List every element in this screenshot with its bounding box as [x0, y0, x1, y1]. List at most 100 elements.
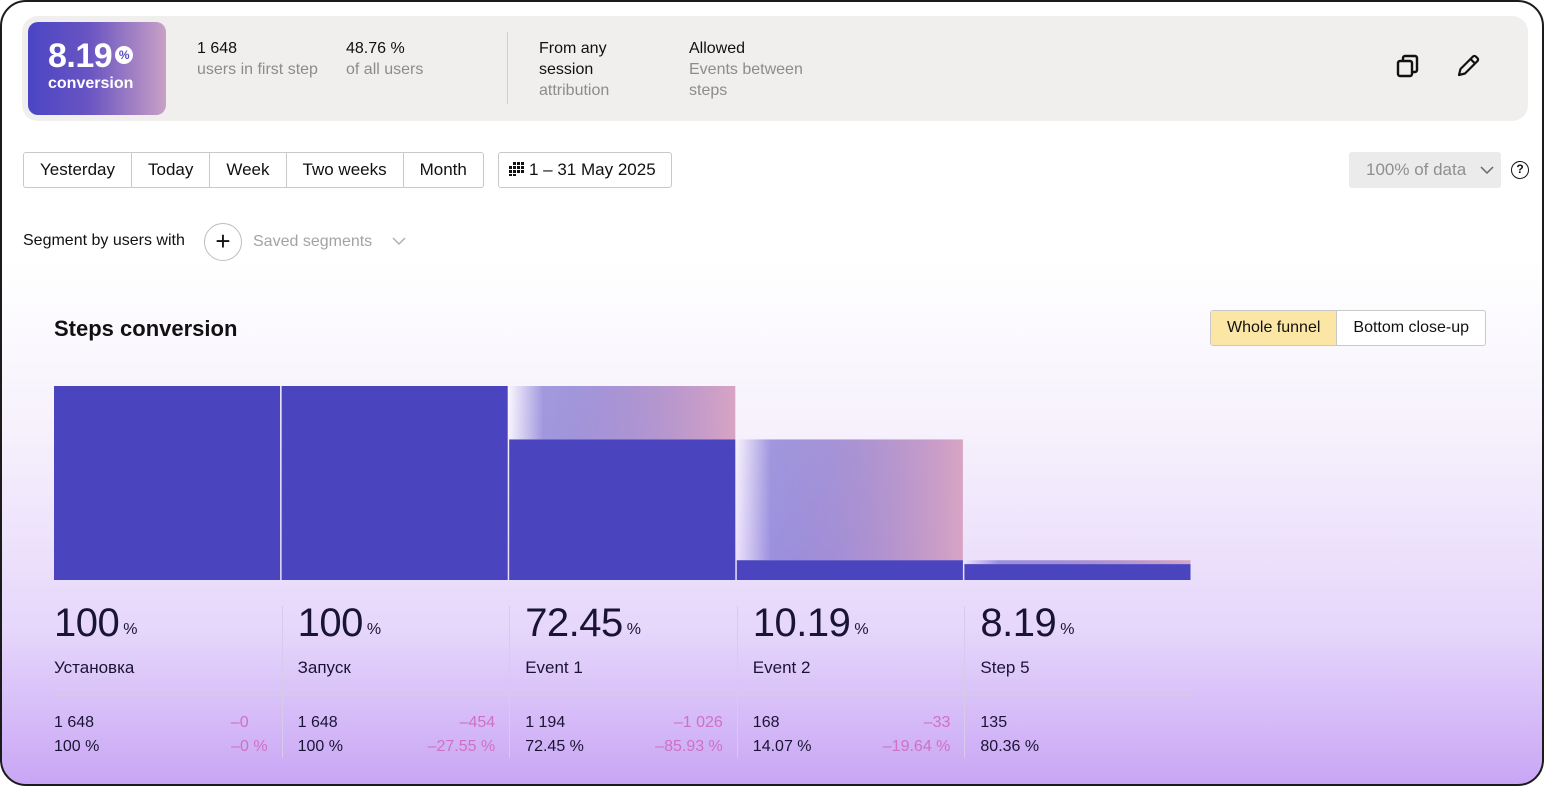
step-column: 100% Установка 1 648 100 % –0 –0 %: [54, 600, 282, 760]
sampling-dropdown[interactable]: 100% of data: [1349, 152, 1501, 188]
step-column: 100% Запуск 1 648 100 % –454 –27.55 %: [281, 600, 510, 760]
step-name: Event 1: [525, 658, 583, 677]
events-between-label: Events between steps: [689, 61, 803, 99]
step-percent: 72.45%: [525, 600, 641, 653]
step-percent-unit: %: [123, 621, 137, 638]
period-week-button[interactable]: Week: [210, 153, 287, 187]
step-percent-value: 100: [297, 601, 364, 645]
step-dropoff: –33: [923, 714, 951, 731]
step-users: 168: [752, 714, 780, 731]
step-percent-unit: %: [854, 621, 869, 638]
step-percent-value: 72.45: [525, 601, 623, 645]
step-name: Запуск: [297, 658, 351, 677]
events-between-value: Allowed: [689, 40, 746, 57]
attribution-label: attribution: [539, 82, 610, 99]
attribution-value: From any session: [539, 40, 607, 78]
share-of-users-label: of all users: [346, 61, 424, 78]
step-separator: [509, 606, 511, 758]
step-dropoff-percent: –0 %: [231, 738, 268, 755]
percent-icon: %: [115, 46, 134, 64]
users-first-step-stat: 1 648 users in first step: [197, 38, 318, 80]
conversion-badge: 8.19% conversion: [28, 22, 166, 115]
step-users: 135: [980, 714, 1008, 731]
copy-icon[interactable]: [1394, 52, 1422, 80]
period-yesterday-button[interactable]: Yesterday: [24, 153, 132, 187]
attribution-stat: From any session attribution: [539, 38, 639, 101]
dropoff-area: [509, 386, 736, 440]
funnel-view-toggle: Whole funnel Bottom close-up: [1210, 310, 1486, 346]
step-column: 8.19% Step 5 135 80.36 %: [964, 600, 1192, 760]
period-today-button[interactable]: Today: [132, 153, 211, 187]
conversion-label: conversion: [48, 75, 134, 92]
summary-divider: [507, 32, 508, 104]
step-share: 100 %: [297, 738, 343, 755]
users-first-step-value: 1 648: [197, 40, 238, 57]
step-percent-value: 100: [54, 601, 120, 645]
step-percent: 10.19%: [752, 600, 869, 653]
step-dropoff-percent: –19.64 %: [882, 738, 951, 755]
date-range-picker[interactable]: 1 – 31 May 2025: [498, 152, 672, 188]
step-separator: [736, 606, 738, 758]
bottom-close-up-button[interactable]: Bottom close-up: [1353, 319, 1469, 336]
step-separator: [964, 606, 966, 758]
sampling-value: 100% of data: [1366, 160, 1467, 179]
chevron-down-icon: [392, 237, 406, 246]
step-dropoff: –454: [459, 714, 496, 731]
saved-segments-dropdown[interactable]: Saved segments: [253, 233, 373, 250]
step-name: Event 2: [752, 658, 811, 677]
chevron-down-icon: [1480, 166, 1494, 175]
conversion-value: 8.19: [48, 37, 113, 75]
step-percent: 100%: [54, 600, 137, 653]
step-dropoff: –1 026: [673, 714, 723, 731]
calendar-icon: [509, 162, 524, 176]
date-range-text: 1 – 31 May 2025: [529, 160, 656, 179]
period-two-weeks-button[interactable]: Two weeks: [287, 153, 404, 187]
funnel-bar[interactable]: [509, 439, 736, 580]
share-of-users-stat: 48.76 % of all users: [346, 38, 423, 80]
period-selector: Yesterday Today Week Two weeks Month: [23, 152, 484, 188]
step-dropoff: –0: [230, 714, 249, 731]
step-percent-value: 10.19: [752, 601, 851, 645]
step-column: 72.45% Event 1 1 194 72.45 % –1 026 –85.93 %: [509, 600, 737, 760]
whole-funnel-button[interactable]: Whole funnel: [1211, 311, 1338, 345]
segment-label: Segment by users with: [23, 232, 185, 249]
step-users: 1 194: [525, 714, 566, 731]
add-segment-button[interactable]: +: [204, 223, 242, 261]
pencil-icon[interactable]: [1454, 52, 1482, 80]
step-percent-unit: %: [1060, 621, 1074, 638]
period-month-button[interactable]: Month: [419, 160, 467, 179]
step-column: 10.19% Event 2 168 14.07 % –33 –19.64 %: [736, 600, 965, 760]
funnel-steps: 100% Установка 1 648 100 % –0 –0 % 100% Запуск 1…: [54, 600, 1192, 760]
share-of-users-value: 48.76 %: [346, 40, 405, 57]
step-name: Установка: [54, 658, 135, 677]
funnel-bar[interactable]: [964, 564, 1191, 580]
step-users: 1 648: [54, 714, 95, 731]
section-title: Steps conversion: [54, 316, 238, 341]
funnel-summary-bar: 8.19% conversion 1 648 users in first st…: [22, 16, 1528, 121]
step-share: 80.36 %: [980, 738, 1040, 755]
help-icon[interactable]: ?: [1511, 161, 1529, 179]
step-percent: 8.19%: [980, 600, 1074, 653]
step-percent-unit: %: [366, 621, 381, 638]
step-share: 14.07 %: [752, 738, 812, 755]
step-name: Step 5: [980, 658, 1030, 677]
funnel-bar[interactable]: [54, 386, 281, 580]
step-users: 1 648: [297, 714, 338, 731]
step-dropoff-percent: –85.93 %: [655, 738, 723, 755]
step-separator: [281, 606, 283, 758]
dropoff-area: [964, 560, 1191, 565]
step-dropoff-percent: –27.55 %: [427, 738, 496, 755]
events-between-stat: Allowed Events between steps: [689, 38, 829, 101]
users-first-step-label: users in first step: [197, 61, 318, 78]
step-percent-value: 8.19: [980, 601, 1057, 645]
step-share: 72.45 %: [525, 738, 584, 755]
dropoff-area: [736, 439, 963, 561]
step-percent-unit: %: [626, 621, 641, 638]
step-share: 100 %: [54, 738, 100, 755]
funnel-chart: [54, 386, 1191, 580]
steps-divider: [54, 694, 1192, 695]
funnel-bar[interactable]: [736, 560, 963, 580]
step-percent: 100%: [298, 600, 381, 653]
funnel-bar[interactable]: [281, 386, 508, 580]
